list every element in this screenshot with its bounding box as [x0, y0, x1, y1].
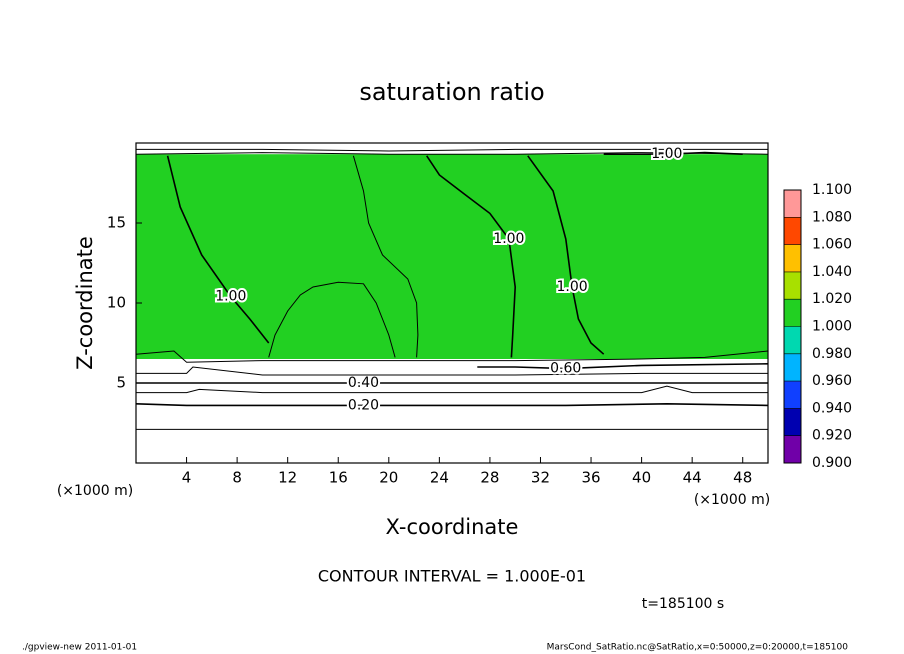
x-tick-label: 32 — [531, 469, 550, 487]
y-tick-label: 10 — [107, 294, 126, 312]
x-tick-label: 4 — [182, 469, 192, 487]
colorbar-cell — [784, 190, 801, 218]
contour-label: 0.60 — [550, 361, 581, 377]
contour-label: 1.00 — [651, 146, 682, 162]
contour-line — [136, 366, 768, 376]
colorbar-cell — [784, 326, 801, 354]
footer-left: ./gpview-new 2011-01-01 — [22, 643, 137, 653]
colorbar-label: 0.900 — [812, 455, 852, 471]
contour-line — [136, 385, 768, 394]
chart-title: saturation ratio — [359, 78, 544, 106]
field-band — [136, 405, 768, 431]
contour-line — [352, 155, 419, 358]
colorbar-cell — [784, 435, 801, 463]
x-tick-label: 16 — [329, 469, 348, 487]
colorbar-label: 0.940 — [812, 400, 852, 416]
contour-line — [527, 155, 605, 355]
contour-line — [136, 148, 768, 152]
colorbar-label: 0.960 — [812, 373, 852, 389]
colorbar-label: 0.980 — [812, 346, 852, 362]
colorbar-label: 0.920 — [812, 428, 852, 444]
contour-interval: CONTOUR INTERVAL = 1.000E-01 — [318, 567, 586, 586]
contour-label: 1.00 — [493, 231, 524, 247]
y-tick-label: 5 — [116, 374, 126, 392]
colorbar-label: 1.020 — [812, 291, 852, 307]
contour-label: 1.00 — [556, 279, 587, 295]
contour-line — [268, 281, 396, 358]
colorbar-cell — [784, 299, 801, 327]
colorbar-cell — [784, 244, 801, 272]
colorbar-label: 1.040 — [812, 264, 852, 280]
x-tick-label: 40 — [632, 469, 651, 487]
x-tick-label: 44 — [683, 469, 702, 487]
contour-line — [135, 350, 769, 363]
colorbar-label: 1.100 — [812, 182, 852, 198]
x-tick-label: 20 — [379, 469, 398, 487]
contour-line — [426, 155, 517, 358]
colorbar-cell — [784, 217, 801, 245]
colorbar-cell — [784, 353, 801, 382]
x-axis-label: X-coordinate — [386, 515, 519, 539]
x-tick-label: 24 — [430, 469, 449, 487]
x-tick-label: 28 — [480, 469, 499, 487]
x-unit: (×1000 m) — [694, 492, 770, 508]
colorbar-label: 1.060 — [812, 237, 852, 253]
colorbar-cell — [784, 408, 801, 436]
colorbar-label: 1.000 — [812, 319, 852, 335]
field-band — [136, 431, 768, 463]
contour-label: 1.00 — [215, 289, 246, 305]
x-tick-label: 48 — [733, 469, 752, 487]
x-tick-label: 8 — [232, 469, 242, 487]
y-tick-label: 15 — [107, 214, 126, 232]
contour-line — [135, 152, 769, 155]
contour-line — [477, 363, 769, 370]
footer-right: MarsCond_SatRatio.nc@SatRatio,x=0:50000,… — [547, 643, 849, 653]
contour-line — [603, 151, 743, 155]
contour-line — [166, 155, 270, 344]
y-unit: (×1000 m) — [57, 483, 133, 499]
time-label: t=185100 s — [642, 596, 724, 612]
field-band — [136, 154, 768, 359]
contour-label: 0.20 — [348, 397, 379, 413]
x-tick-label: 12 — [278, 469, 297, 487]
colorbar-cell — [784, 271, 801, 300]
colorbar-label: 1.080 — [812, 209, 852, 225]
colorbar-cell — [784, 381, 801, 409]
contour-label: 0.40 — [348, 375, 379, 391]
contour-line — [135, 402, 769, 407]
x-tick-label: 36 — [581, 469, 600, 487]
y-axis-label: Z-coordinate — [73, 236, 97, 370]
